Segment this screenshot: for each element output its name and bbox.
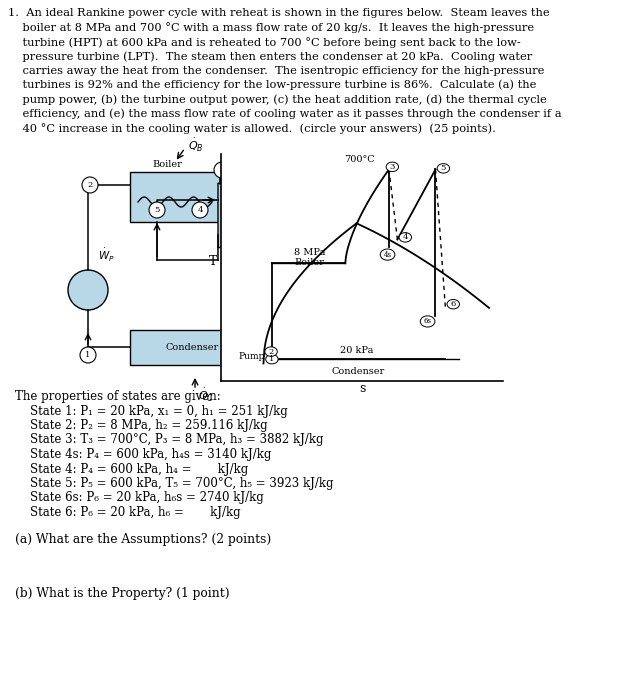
Text: 8 MPa: 8 MPa xyxy=(294,248,326,257)
Text: 6s: 6s xyxy=(424,318,431,325)
Text: 5: 5 xyxy=(441,165,446,172)
Text: 4: 4 xyxy=(403,233,408,241)
Circle shape xyxy=(386,162,399,172)
Text: 3: 3 xyxy=(390,163,395,171)
Text: 2: 2 xyxy=(269,348,274,355)
Text: HPT: HPT xyxy=(227,211,244,220)
Text: The properties of states are given:: The properties of states are given: xyxy=(15,390,221,403)
Text: (b) What is the Property? (1 point): (b) What is the Property? (1 point) xyxy=(15,587,229,600)
Text: 700°C: 700°C xyxy=(344,155,375,164)
Text: 4s: 4s xyxy=(383,250,392,259)
Text: State 6s: P₆ = 20 kPa, h₆s = 2740 kJ/kg: State 6s: P₆ = 20 kPa, h₆s = 2740 kJ/kg xyxy=(15,491,263,504)
Text: (a) What are the Assumptions? (2 points): (a) What are the Assumptions? (2 points) xyxy=(15,532,271,545)
Text: 5: 5 xyxy=(154,206,160,214)
Text: $\dot{W}_P$: $\dot{W}_P$ xyxy=(98,247,115,264)
Circle shape xyxy=(80,347,96,363)
X-axis label: s: s xyxy=(359,382,365,395)
Text: Boiler: Boiler xyxy=(152,160,182,169)
Circle shape xyxy=(437,164,449,173)
Circle shape xyxy=(420,316,435,327)
Text: Pump: Pump xyxy=(238,352,265,361)
Text: $\dot{Q}_B$: $\dot{Q}_B$ xyxy=(188,137,204,154)
Text: State 4: P₄ = 600 kPa, h₄ =       kJ/kg: State 4: P₄ = 600 kPa, h₄ = kJ/kg xyxy=(15,462,248,475)
Text: 20 kPa: 20 kPa xyxy=(340,346,373,355)
Text: 2: 2 xyxy=(87,181,93,189)
Circle shape xyxy=(82,177,98,193)
Text: 4: 4 xyxy=(197,206,203,214)
Text: LPT: LPT xyxy=(271,211,286,220)
Circle shape xyxy=(265,347,278,356)
Circle shape xyxy=(380,249,395,260)
Circle shape xyxy=(447,300,460,309)
Y-axis label: T: T xyxy=(208,255,217,268)
Text: 1.  An ideal Rankine power cycle with reheat is shown in the figures below.  Ste: 1. An ideal Rankine power cycle with reh… xyxy=(8,8,562,134)
Text: State 2: P₂ = 8 MPa, h₂ = 259.116 kJ/kg: State 2: P₂ = 8 MPa, h₂ = 259.116 kJ/kg xyxy=(15,419,268,432)
Text: 3: 3 xyxy=(219,166,225,174)
Text: State 4s: P₄ = 600 kPa, h₄s = 3140 kJ/kg: State 4s: P₄ = 600 kPa, h₄s = 3140 kJ/kg xyxy=(15,448,271,461)
Text: Condenser: Condenser xyxy=(166,343,219,352)
Circle shape xyxy=(68,270,108,310)
Polygon shape xyxy=(218,183,253,248)
Text: 1: 1 xyxy=(85,351,90,359)
Polygon shape xyxy=(253,183,303,248)
Circle shape xyxy=(214,162,230,178)
Circle shape xyxy=(192,202,208,218)
Text: Boiler: Boiler xyxy=(294,259,324,268)
Circle shape xyxy=(299,342,315,358)
Text: State 5: P₅ = 600 kPa, T₅ = 700°C, h₅ = 3923 kJ/kg: State 5: P₅ = 600 kPa, T₅ = 700°C, h₅ = … xyxy=(15,477,333,490)
Text: 6: 6 xyxy=(451,300,456,308)
Bar xyxy=(130,172,220,222)
Circle shape xyxy=(266,355,278,364)
Text: State 1: P₁ = 20 kPa, x₁ = 0, h₁ = 251 kJ/kg: State 1: P₁ = 20 kPa, x₁ = 0, h₁ = 251 k… xyxy=(15,405,288,418)
Bar xyxy=(130,330,255,365)
Circle shape xyxy=(399,233,412,242)
Text: State 6: P₆ = 20 kPa, h₆ =       kJ/kg: State 6: P₆ = 20 kPa, h₆ = kJ/kg xyxy=(15,506,240,519)
Text: Turbine: Turbine xyxy=(233,166,272,175)
Text: Condenser: Condenser xyxy=(331,367,385,376)
Text: State 3: T₃ = 700°C, P₃ = 8 MPa, h₃ = 3882 kJ/kg: State 3: T₃ = 700°C, P₃ = 8 MPa, h₃ = 38… xyxy=(15,434,324,447)
Text: $\dot{Q}_C$: $\dot{Q}_C$ xyxy=(198,386,214,403)
Text: 1: 1 xyxy=(269,355,274,363)
Circle shape xyxy=(149,202,165,218)
Text: $\dot{W}_T$: $\dot{W}_T$ xyxy=(323,205,342,222)
Text: 6: 6 xyxy=(304,346,310,354)
